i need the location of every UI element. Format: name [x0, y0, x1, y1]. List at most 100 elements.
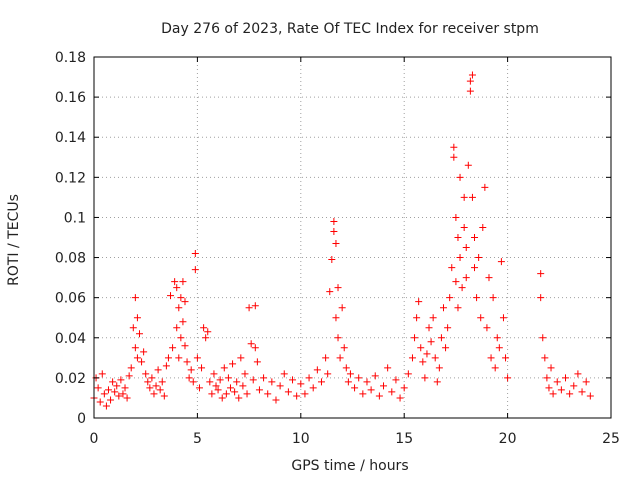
- data-point: [150, 390, 158, 398]
- data-point: [371, 372, 379, 380]
- data-point: [456, 173, 464, 181]
- data-point: [547, 364, 555, 372]
- data-point: [570, 382, 578, 390]
- data-point: [115, 392, 123, 400]
- data-point: [133, 314, 141, 322]
- data-point: [233, 378, 241, 386]
- data-point: [330, 227, 338, 235]
- data-point: [198, 364, 206, 372]
- data-point: [413, 314, 421, 322]
- data-point: [152, 382, 160, 390]
- data-point: [237, 354, 245, 362]
- data-point: [177, 334, 185, 342]
- data-point: [388, 388, 396, 396]
- data-point: [419, 358, 427, 366]
- data-point: [131, 294, 139, 302]
- y-tick-label: 0.14: [55, 130, 86, 146]
- data-point: [338, 304, 346, 312]
- data-point: [466, 77, 474, 85]
- data-point: [162, 362, 170, 370]
- data-point: [332, 240, 340, 248]
- data-point: [214, 386, 222, 394]
- data-point: [481, 183, 489, 191]
- data-point: [229, 360, 237, 368]
- data-point: [131, 344, 139, 352]
- data-point: [537, 294, 545, 302]
- data-point: [582, 378, 590, 386]
- data-point: [181, 342, 189, 350]
- data-point: [543, 374, 551, 382]
- data-point: [142, 370, 150, 378]
- data-point: [549, 390, 557, 398]
- plot-frame: [93, 56, 612, 419]
- data-point: [322, 354, 330, 362]
- data-point: [456, 254, 464, 262]
- data-point: [446, 294, 454, 302]
- y-tick-label: 0.12: [55, 170, 86, 186]
- data-point: [276, 382, 284, 390]
- data-point: [493, 334, 501, 342]
- data-point: [359, 390, 367, 398]
- data-point: [483, 324, 491, 332]
- data-point: [491, 364, 499, 372]
- x-tick-label: 0: [90, 431, 99, 447]
- data-point: [243, 390, 251, 398]
- data-point: [119, 390, 127, 398]
- data-point: [241, 370, 249, 378]
- data-point: [297, 380, 305, 388]
- data-point: [448, 264, 456, 272]
- x-tick-label: 20: [499, 431, 517, 447]
- data-point: [466, 87, 474, 95]
- y-tick-label: 0: [77, 411, 86, 427]
- data-point: [202, 334, 210, 342]
- data-point: [334, 334, 342, 342]
- data-point: [231, 388, 239, 396]
- data-point: [435, 364, 443, 372]
- x-tick-label: 15: [395, 431, 413, 447]
- data-point: [539, 334, 547, 342]
- data-point: [189, 378, 197, 386]
- data-point: [411, 334, 419, 342]
- data-point: [121, 384, 129, 392]
- data-point: [380, 382, 388, 390]
- data-point: [175, 304, 183, 312]
- data-point: [156, 386, 164, 394]
- data-point: [433, 378, 441, 386]
- data-point: [452, 213, 460, 221]
- data-point: [195, 384, 203, 392]
- data-point: [167, 292, 175, 300]
- data-point: [504, 374, 512, 382]
- data-point: [384, 364, 392, 372]
- data-point: [123, 394, 131, 402]
- data-point: [313, 366, 321, 374]
- data-point: [160, 392, 168, 400]
- data-point: [245, 304, 253, 312]
- x-tick-label: 5: [193, 431, 202, 447]
- data-point: [462, 244, 470, 252]
- data-point: [301, 390, 309, 398]
- data-point: [235, 394, 243, 402]
- data-point: [442, 344, 450, 352]
- data-point: [479, 223, 487, 231]
- data-point: [458, 284, 466, 292]
- data-point: [193, 354, 201, 362]
- data-point: [226, 384, 234, 392]
- data-point: [431, 354, 439, 362]
- data-point: [255, 386, 263, 394]
- data-point: [135, 330, 143, 338]
- data-point: [404, 370, 412, 378]
- data-point: [454, 234, 462, 241]
- data-point: [454, 304, 462, 312]
- y-tick-label: 0.1: [64, 210, 86, 226]
- data-point: [400, 384, 408, 392]
- data-point: [140, 348, 148, 356]
- data-point: [545, 384, 553, 392]
- y-tick-label: 0.04: [55, 331, 86, 347]
- data-point: [133, 354, 141, 362]
- data-point: [475, 254, 483, 262]
- y-tick-label: 0.02: [55, 371, 86, 387]
- data-point: [326, 288, 334, 296]
- data-point: [452, 278, 460, 286]
- data-point: [330, 217, 338, 225]
- data-point: [437, 334, 445, 342]
